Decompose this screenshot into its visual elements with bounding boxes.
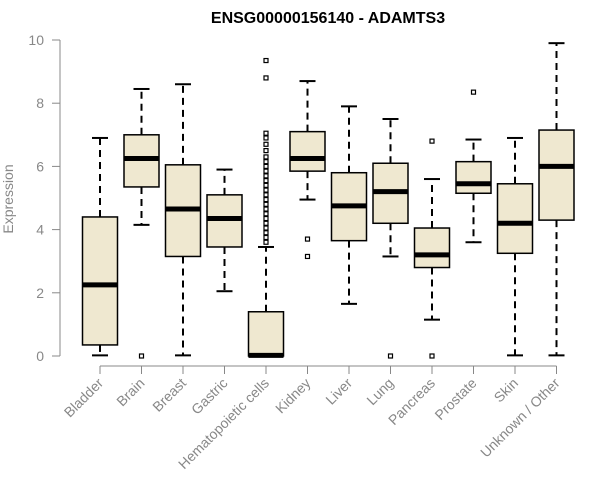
outlier-point <box>304 236 311 242</box>
box-body <box>455 160 492 195</box>
box-liver <box>330 105 368 305</box>
box-lung <box>372 118 409 359</box>
outlier-point <box>263 239 269 245</box>
outlier-point <box>263 163 269 169</box>
outlier-point <box>429 138 435 144</box>
x-tick-label: Prostate <box>431 375 479 423</box>
box-body <box>413 227 451 269</box>
box-pancreas <box>413 138 451 359</box>
y-tick-label: 0 <box>36 348 44 364</box>
box-unknown-other <box>538 42 575 357</box>
outlier-point <box>263 75 269 81</box>
box-skin <box>496 136 534 357</box>
x-tick-label: Liver <box>322 375 355 408</box>
outlier-point <box>470 89 477 95</box>
outlier-point <box>263 211 269 217</box>
outlier-point <box>304 253 311 260</box>
y-tick-label: 6 <box>36 158 44 174</box>
outlier-point <box>263 154 269 160</box>
x-tick-label: Breast <box>149 375 189 415</box>
outlier-point <box>263 187 269 193</box>
box-body <box>538 129 575 221</box>
x-tick-label: Kidney <box>272 375 314 417</box>
outlier-point <box>263 173 269 179</box>
outlier-point <box>263 57 269 64</box>
y-tick-label: 4 <box>36 222 44 238</box>
outlier-point <box>263 234 269 241</box>
outlier-point <box>263 192 269 198</box>
x-tick-label: Lung <box>363 375 396 408</box>
box-hematopoietic-cells <box>247 57 285 358</box>
y-tick-label: 8 <box>36 95 44 111</box>
box-body <box>81 216 119 346</box>
outlier-point <box>263 230 269 236</box>
outlier-point <box>263 206 269 212</box>
x-tick-label: Unknown / Other <box>477 375 563 461</box>
outlier-point <box>263 168 269 174</box>
outlier-point <box>263 178 269 184</box>
boxes-group <box>81 42 575 359</box>
y-tick-label: 2 <box>36 285 44 301</box>
y-tick-label: 10 <box>28 32 44 48</box>
outlier-point <box>263 182 269 188</box>
outlier-point <box>263 130 269 136</box>
y-axis-label: Expression <box>0 164 16 233</box>
outlier-point <box>263 201 269 207</box>
box-body <box>496 183 534 255</box>
outlier-point <box>263 225 269 231</box>
outlier-point <box>387 353 394 359</box>
box-kidney <box>289 80 326 260</box>
box-bladder <box>81 136 119 357</box>
outlier-point <box>429 353 435 359</box>
outlier-point <box>263 135 269 141</box>
box-brain <box>123 87 160 359</box>
outlier-point <box>263 215 269 222</box>
chart-title: ENSG00000156140 - ADAMTS3 <box>211 10 445 27</box>
x-tick-label: Brain <box>113 375 147 409</box>
box-prostate <box>455 89 492 244</box>
x-tick-label: Skin <box>491 375 522 406</box>
box-gastric <box>206 168 243 293</box>
outlier-point <box>263 220 269 226</box>
outlier-point <box>263 148 269 154</box>
box-breast <box>164 83 202 357</box>
outlier-point <box>263 141 269 147</box>
y-axis: 0 2 4 6 8 10 <box>28 32 61 364</box>
box-body <box>247 311 285 357</box>
outlier-point <box>263 159 269 165</box>
outlier-point <box>263 196 269 203</box>
outlier-point <box>138 353 145 359</box>
box-body <box>289 130 326 172</box>
x-tick-label: Bladder <box>61 375 107 421</box>
